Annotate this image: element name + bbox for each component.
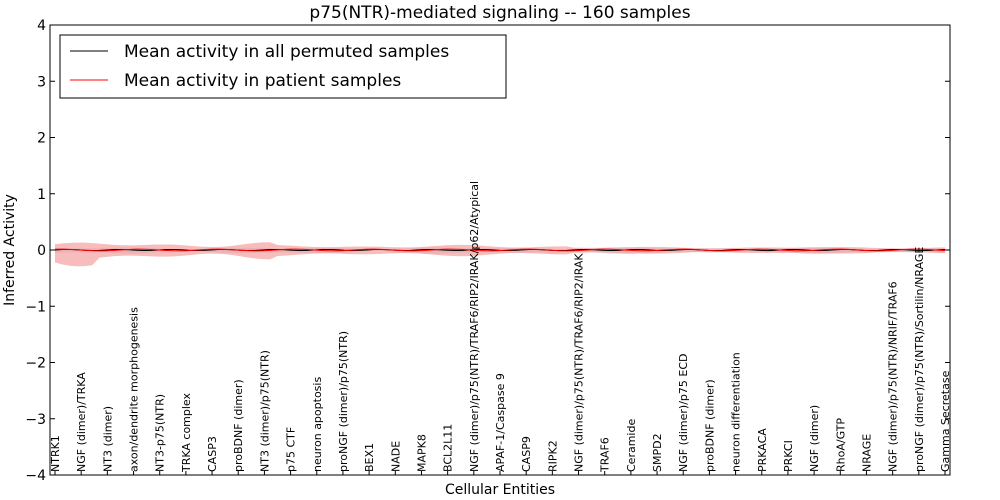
y-tick-label: 1 [37, 187, 46, 203]
legend-label-permuted: Mean activity in all permuted samples [124, 42, 449, 62]
y-tick-label: −4 [25, 468, 46, 484]
x-tick-label: proNGF (dimer)/p75(NTR)/Sortilin/NRAGE [913, 247, 926, 472]
x-tick-label: neuron differentiation [730, 352, 743, 472]
patient-mean-line [54, 248, 946, 252]
x-axis-label: Cellular Entities [445, 482, 555, 498]
x-tick-label: NTRK1 [49, 435, 62, 472]
x-tick-label: NT3 (dimer) [101, 406, 114, 472]
x-tick-label: RIPK2 [546, 440, 559, 472]
legend: Mean activity in all permuted samples Mea… [59, 34, 507, 99]
x-tick-label: PRKACA [756, 428, 769, 472]
x-tick-label: CASP9 [520, 436, 533, 472]
x-tick-label: NRAGE [860, 434, 873, 472]
x-tick-label: BCL2L11 [442, 424, 455, 472]
x-tick-label: MAPK8 [415, 434, 428, 472]
x-tick-label: neuron apoptosis [311, 377, 324, 472]
legend-label-patient: Mean activity in patient samples [124, 71, 401, 91]
x-tick-label: NT3 (dimer)/p75(NTR) [258, 350, 271, 472]
x-tick-label: TRAF6 [599, 437, 612, 473]
x-tick-label: NADE [389, 441, 402, 472]
x-tick-label: NGF (dimer)/TRKA [75, 372, 88, 472]
x-tick-label: NT3-p75(NTR) [154, 394, 167, 472]
x-tick-label: proBDNF (dimer) [232, 379, 245, 472]
x-tick-label: TRKA complex [180, 392, 193, 473]
x-tick-label: Gamma Secretase [939, 370, 952, 472]
y-axis-label: Inferred Activity [2, 194, 18, 306]
x-tick-label: SMPD2 [651, 433, 664, 472]
y-tick-label: 0 [37, 243, 46, 259]
patient-band [55, 242, 945, 267]
x-tick-label: NGF (dimer)/p75(NTR)/TRAF6/RIP2/IRAK/p62… [468, 181, 481, 472]
plot-frame [49, 24, 951, 476]
x-tick-label: NGF (dimer)/p75 ECD [677, 354, 690, 473]
x-tick-label: PRKCI [782, 440, 795, 472]
x-tick-label: RhoA/GTP [834, 418, 847, 472]
x-tick-label: axon/dendrite morphogenesis [128, 307, 141, 472]
x-tick-label: NGF (dimer)/p75(NTR)/TRAF6/RIP2/IRAK [573, 253, 586, 472]
x-tick-label: CASP3 [206, 436, 219, 472]
x-tick-label: NGF (dimer) [808, 405, 821, 472]
y-tick-label: 3 [37, 74, 46, 90]
plot-area: NTRK1 NGF (dimer)/TRKA NT3 (dimer) axon/den… [25, 18, 952, 484]
y-tick-label: 2 [37, 131, 46, 147]
legend-box [59, 34, 507, 99]
x-tick-label: p75 CTF [285, 427, 298, 472]
x-tick-label: BEX1 [363, 443, 376, 472]
x-tick-label: APAF-1/Caspase 9 [494, 373, 507, 472]
y-tick-label: 4 [37, 18, 46, 34]
x-tick-label: proBDNF (dimer) [703, 379, 716, 472]
y-tick-label: −3 [25, 412, 46, 428]
x-tick-label: Ceramide [625, 419, 638, 472]
chart-title: p75(NTR)-mediated signaling -- 160 sampl… [309, 3, 690, 23]
y-tick-label: −1 [25, 299, 46, 315]
x-tick-label: NGF (dimer)/p75(NTR)/NRIF/TRAF6 [887, 281, 900, 472]
y-tick-label: −2 [25, 356, 46, 372]
x-tick-label: proNGF (dimer)/p75(NTR) [337, 331, 350, 472]
x-tick-labels: NTRK1 NGF (dimer)/TRKA NT3 (dimer) axon/den… [49, 181, 952, 475]
